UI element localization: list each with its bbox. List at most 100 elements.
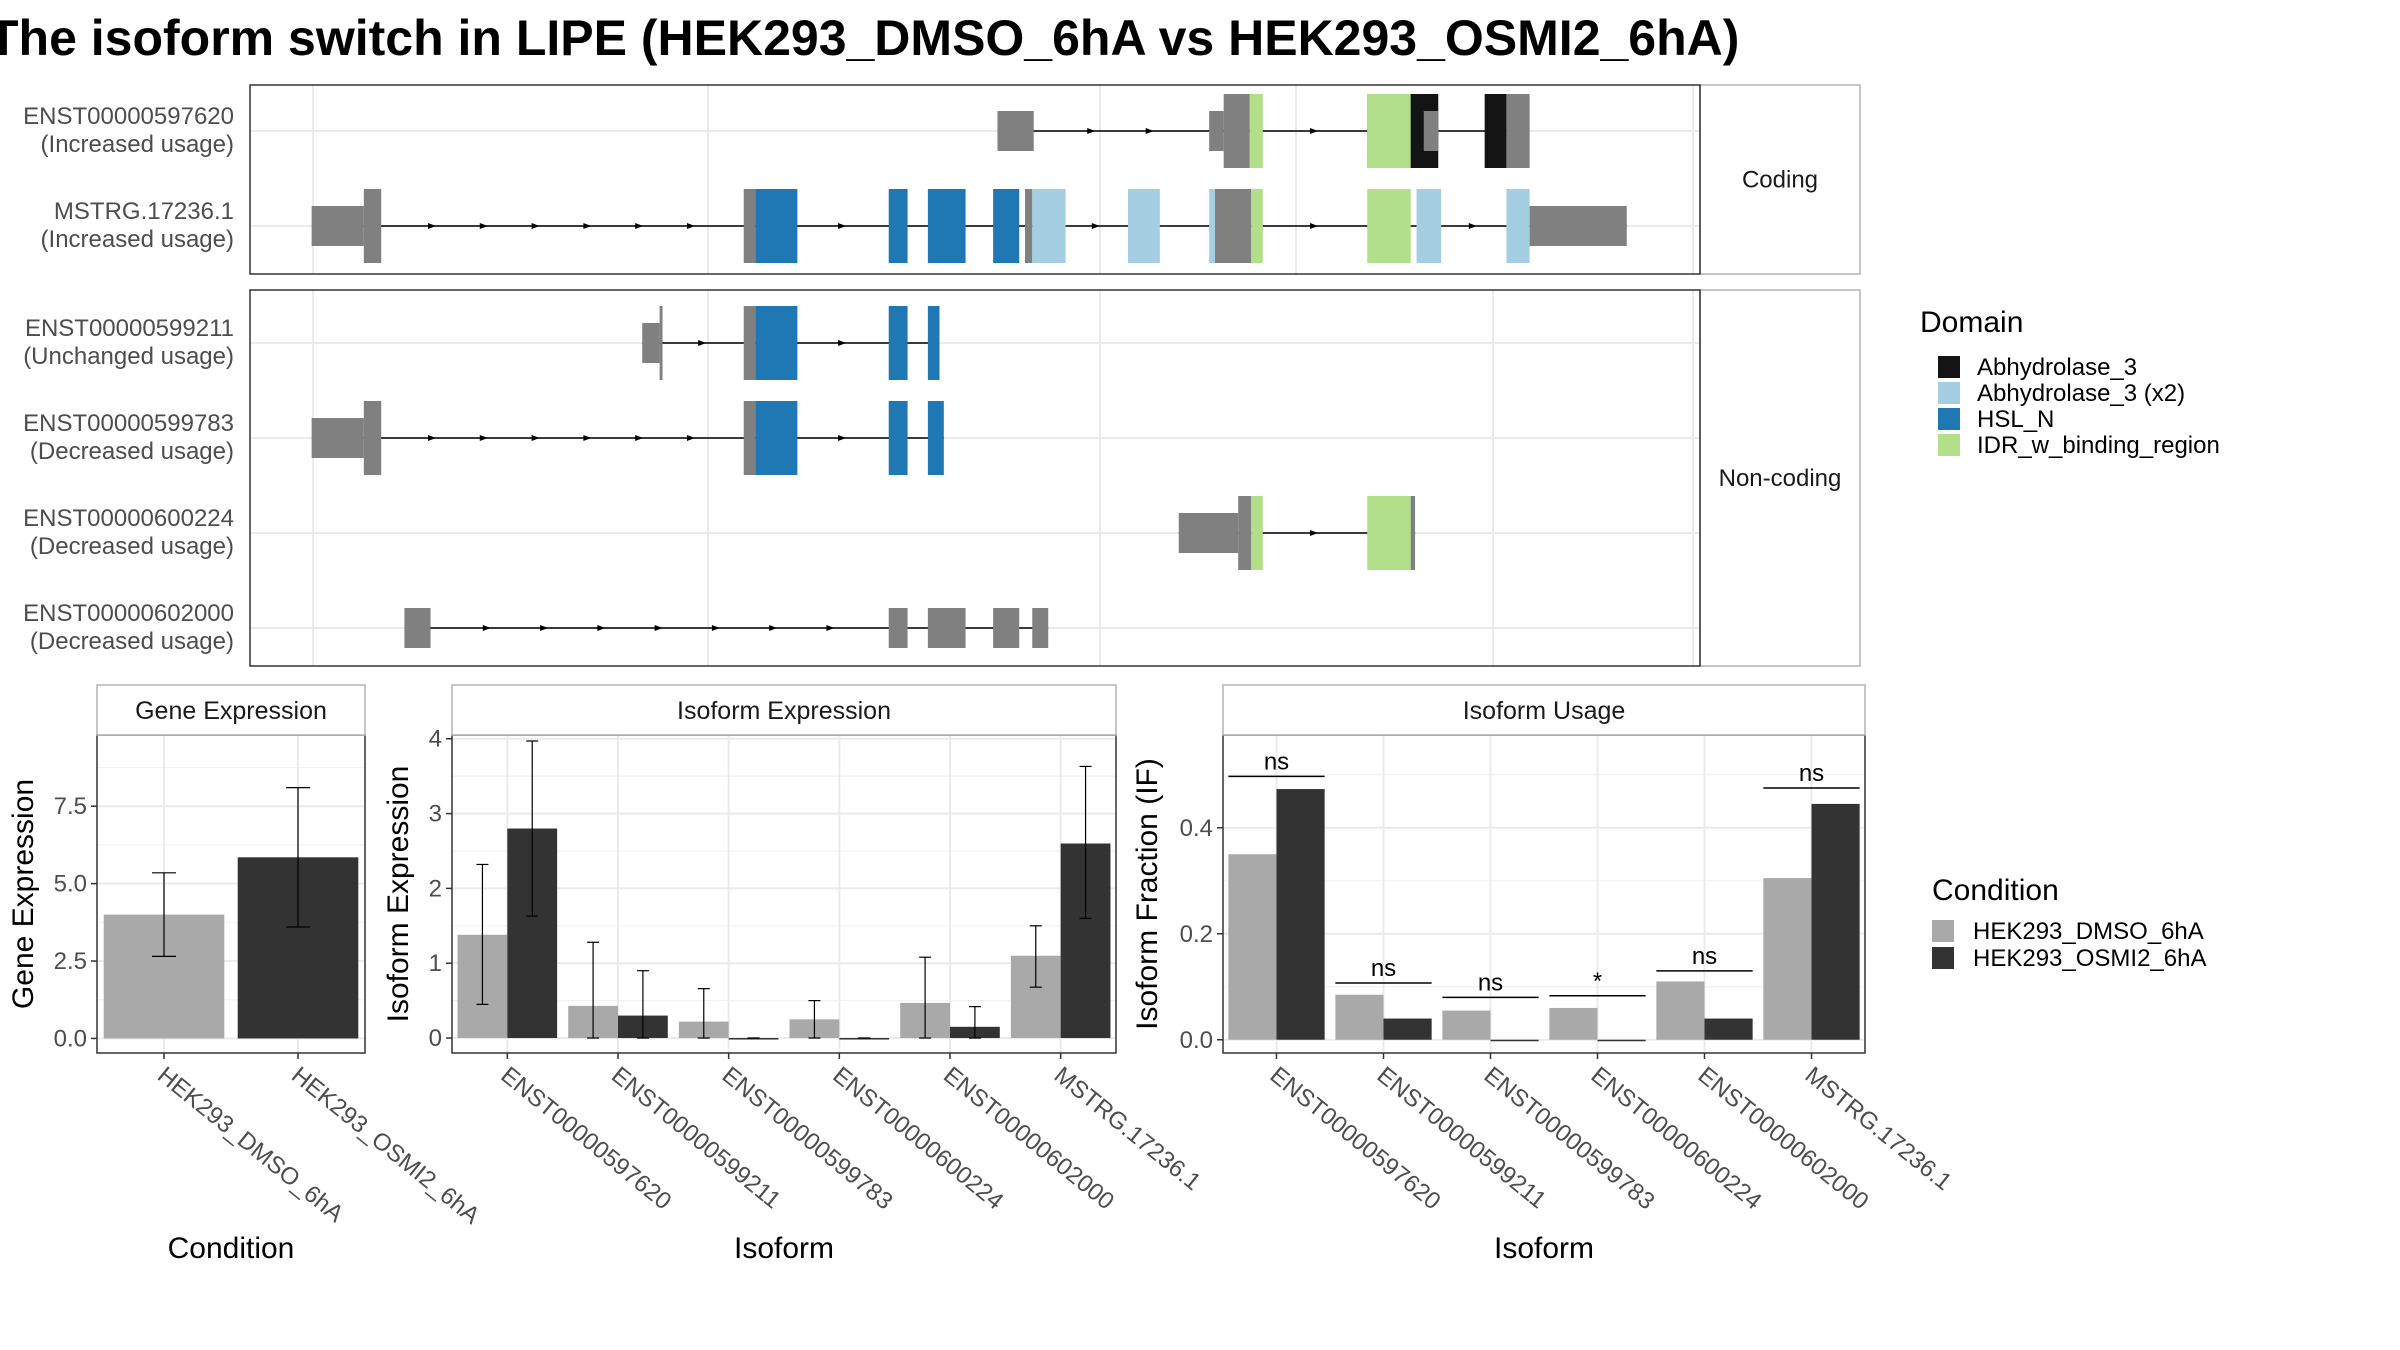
intron-arrow [428, 435, 437, 441]
exon-segment [997, 111, 1034, 151]
bar [1763, 878, 1812, 1040]
intron-arrow [597, 625, 606, 631]
exon-segment [743, 189, 756, 263]
significance-label: ns [1799, 760, 1824, 787]
intron-arrow [635, 435, 644, 441]
exon-segment [743, 401, 756, 475]
intron-arrow [1468, 223, 1477, 229]
exon-segment [1209, 111, 1224, 151]
x-axis-title: Condition [168, 1232, 295, 1265]
intron-arrow [711, 625, 720, 631]
domain-legend-key [1938, 408, 1960, 430]
exon-segment [1249, 94, 1263, 168]
y-axis-title: Gene Expression [7, 779, 40, 1009]
transcript-usage: (Increased usage) [41, 131, 234, 158]
transcript-id: ENST00000602000 [23, 600, 234, 627]
exon-segment [1416, 189, 1442, 263]
exon-segment [1410, 496, 1416, 570]
y-tick-label: 0.0 [54, 1025, 87, 1052]
exon-segment [993, 189, 1020, 263]
exon-segment [927, 401, 944, 475]
exon-segment [1025, 189, 1033, 263]
y-axis-title: Isoform Expression [382, 766, 415, 1023]
y-tick-label: 0 [429, 1025, 442, 1052]
bar [1276, 789, 1325, 1040]
condition-legend-key [1932, 920, 1954, 942]
exon-segment [1127, 189, 1160, 263]
transcript-id: ENST00000599783 [23, 410, 234, 437]
exon-segment [1238, 496, 1252, 570]
y-tick-label: 0.0 [1180, 1027, 1213, 1054]
bar [1442, 1010, 1491, 1040]
transcript-usage: (Decreased usage) [30, 628, 234, 655]
intron-arrow [428, 223, 437, 229]
intron-arrow [698, 340, 707, 346]
intron-arrow [838, 223, 847, 229]
intron-arrow [686, 435, 695, 441]
domain-legend-label: Abhydrolase_3 (x2) [1977, 380, 2185, 407]
exon-segment [1032, 608, 1049, 648]
exon-segment [1506, 94, 1530, 168]
intron-arrow [1310, 128, 1319, 134]
chart-background [1223, 735, 1865, 1053]
exon-segment [311, 206, 364, 246]
bar [1549, 1007, 1598, 1040]
chart-title: Gene Expression [135, 697, 327, 725]
exon-segment [1367, 94, 1411, 168]
panel-border [249, 84, 1701, 275]
panel-background [250, 85, 1700, 274]
exon-segment [755, 189, 798, 263]
y-tick-label: 2.5 [54, 948, 87, 975]
exon-segment [1251, 189, 1263, 263]
facet-label: Coding [1742, 167, 1818, 194]
intron-arrow [1091, 223, 1100, 229]
chart-strip [96, 684, 366, 736]
condition-legend-title: Condition [1932, 874, 2059, 907]
exon-segment [1423, 111, 1439, 151]
bar [1811, 803, 1860, 1040]
exon-segment [363, 401, 382, 475]
intron-arrow [583, 223, 592, 229]
bar [1597, 1039, 1646, 1042]
figure-title: The isoform switch in LIPE (HEK293_DMSO_… [0, 10, 1739, 66]
exon-segment [755, 306, 798, 380]
exon-segment [888, 306, 908, 380]
x-axis-title: Isoform [1494, 1232, 1594, 1265]
facet-strip [1699, 289, 1861, 667]
exon-segment [363, 189, 382, 263]
structure-panel-1: Non-coding ENST00000599211(Unchanged usag… [23, 289, 1861, 667]
intron-arrow [583, 435, 592, 441]
intron-arrow [479, 223, 488, 229]
bar [1383, 1018, 1432, 1040]
significance-label: ns [1264, 748, 1289, 775]
bar [1228, 854, 1277, 1040]
intron-arrow [531, 223, 540, 229]
panel-border [249, 289, 1701, 667]
chart-strip [451, 684, 1117, 736]
domain-legend-title: Domain [1920, 306, 2023, 339]
exon-segment [888, 189, 908, 263]
y-axis-title: Isoform Fraction (IF) [1131, 758, 1164, 1030]
domain-legend-label: HSL_N [1977, 406, 2054, 433]
domain-legend-key [1938, 434, 1960, 456]
y-tick-label: 7.5 [54, 793, 87, 820]
transcript-id: ENST00000597620 [23, 103, 234, 130]
intron-arrow [540, 625, 549, 631]
chart-title: Isoform Usage [1463, 697, 1626, 725]
exon-segment [993, 608, 1020, 648]
bar [839, 1038, 890, 1040]
transcript-ENST00000599783: ENST00000599783(Decreased usage) [23, 401, 944, 475]
exon-segment [1214, 189, 1252, 263]
domain-legend-key [1938, 382, 1960, 404]
condition-legend-key [1932, 947, 1954, 969]
facet-label: Non-coding [1719, 465, 1842, 492]
transcript-ENST00000602000: ENST00000602000(Decreased usage) [23, 600, 1049, 655]
y-tick-label: 4 [429, 726, 442, 753]
exon-segment [1223, 94, 1250, 168]
intron-arrow [838, 340, 847, 346]
bar [1490, 1039, 1539, 1042]
exon-segment [927, 189, 966, 263]
